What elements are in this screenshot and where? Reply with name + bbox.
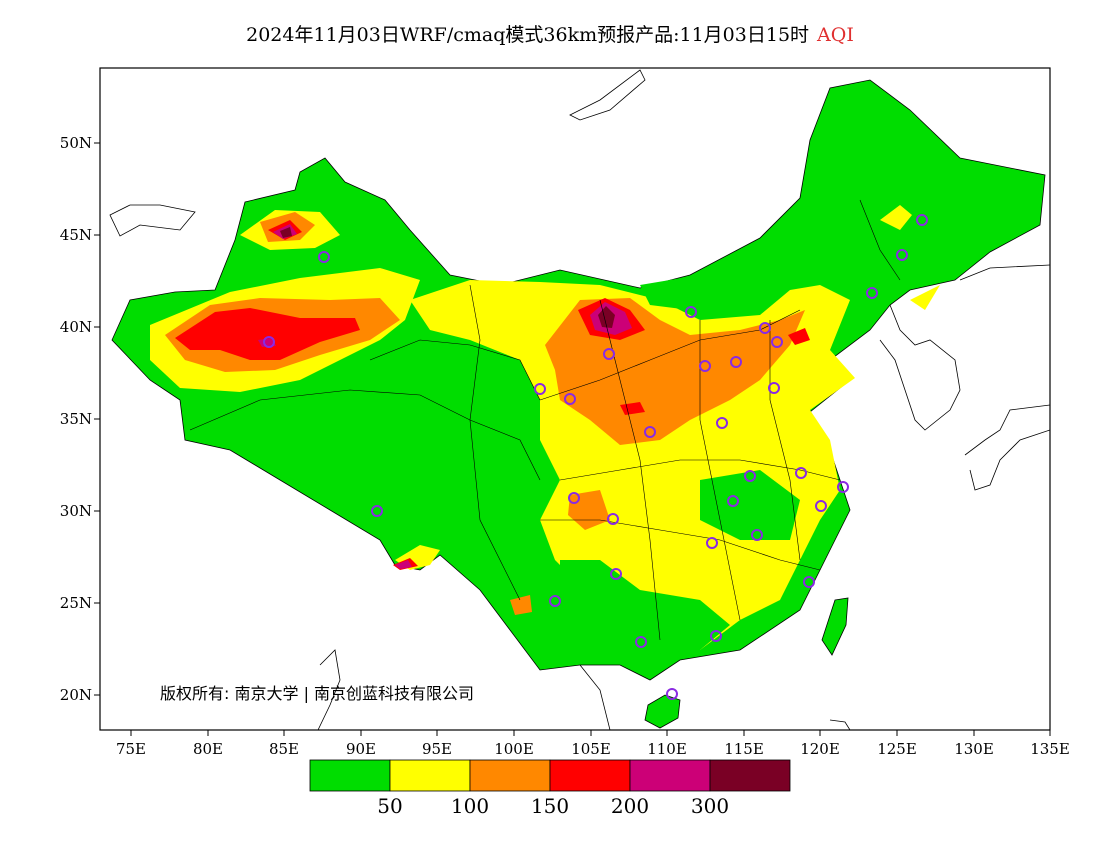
neighbor-outlines	[109, 69, 1050, 730]
station-marker	[837, 481, 849, 493]
station-marker	[795, 467, 807, 479]
legend-label: 150	[530, 794, 570, 818]
station-marker	[710, 630, 722, 642]
lon-label: 90E	[345, 740, 377, 758]
lon-label: 125E	[877, 740, 917, 758]
city-stations	[263, 214, 928, 700]
title-variable: AQI	[817, 24, 854, 46]
lon-label: 135E	[1030, 740, 1070, 758]
legend-swatch	[469, 759, 551, 792]
taiwan-island	[821, 597, 849, 656]
lon-label: 100E	[494, 740, 534, 758]
lat-label: 35N	[59, 410, 92, 428]
station-marker	[263, 336, 275, 348]
lon-label: 120E	[800, 740, 840, 758]
province-lines	[189, 199, 901, 641]
station-marker	[771, 336, 783, 348]
station-marker	[759, 322, 771, 334]
map-frame	[99, 67, 1051, 731]
lon-label: 95E	[421, 740, 453, 758]
lon-label: 105E	[571, 740, 611, 758]
legend-swatch	[629, 759, 711, 792]
lat-label: 25N	[59, 594, 92, 612]
station-marker	[666, 688, 678, 700]
copyright-text: 版权所有: 南京大学 | 南京创蓝科技有限公司	[160, 684, 475, 703]
lat-label: 20N	[59, 686, 92, 704]
station-marker	[768, 382, 780, 394]
lat-label: 45N	[59, 226, 92, 244]
station-marker	[610, 568, 622, 580]
legend-swatch	[709, 759, 791, 792]
lon-label: 75E	[115, 740, 147, 758]
map-title: 2024年11月03日WRF/cmaq模式36km预报产品:11月03日15时 A…	[0, 20, 1100, 47]
station-marker	[603, 348, 615, 360]
lat-label: 50N	[59, 134, 92, 152]
lat-label: 30N	[59, 502, 92, 520]
station-marker	[534, 383, 546, 395]
legend-swatch	[549, 759, 631, 792]
station-marker	[916, 214, 928, 226]
station-marker	[751, 529, 763, 541]
station-marker	[727, 495, 739, 507]
legend-label: 100	[450, 794, 490, 818]
station-marker	[730, 356, 742, 368]
lon-label: 110E	[647, 740, 687, 758]
station-marker	[685, 306, 697, 318]
station-marker	[896, 249, 908, 261]
legend-swatch	[389, 759, 471, 792]
station-marker	[318, 251, 330, 263]
lon-label: 130E	[954, 740, 994, 758]
station-marker	[607, 513, 619, 525]
aqi-green-pockets	[560, 275, 800, 655]
station-marker	[803, 576, 815, 588]
hainan-island	[644, 694, 681, 729]
legend-label: 50	[377, 794, 403, 818]
lon-label: 115E	[724, 740, 764, 758]
legend-label: 200	[610, 794, 650, 818]
legend-colorbar	[309, 759, 791, 792]
station-marker	[644, 426, 656, 438]
station-marker	[866, 287, 878, 299]
station-marker	[635, 636, 647, 648]
station-marker	[564, 393, 576, 405]
legend-label: 300	[690, 794, 730, 818]
station-marker	[371, 505, 383, 517]
lon-label: 85E	[268, 740, 300, 758]
axis-ticks	[94, 142, 1051, 736]
station-marker	[706, 537, 718, 549]
title-text: 2024年11月03日WRF/cmaq模式36km预报产品:11月03日15时	[246, 24, 810, 46]
station-marker	[699, 360, 711, 372]
station-marker	[815, 500, 827, 512]
aqi-maroon-zones	[280, 227, 615, 328]
station-marker	[568, 492, 580, 504]
station-marker	[549, 595, 561, 607]
station-marker	[716, 417, 728, 429]
lat-label: 40N	[59, 318, 92, 336]
legend-swatch	[309, 759, 391, 792]
station-marker	[744, 470, 756, 482]
lon-label: 80E	[192, 740, 224, 758]
